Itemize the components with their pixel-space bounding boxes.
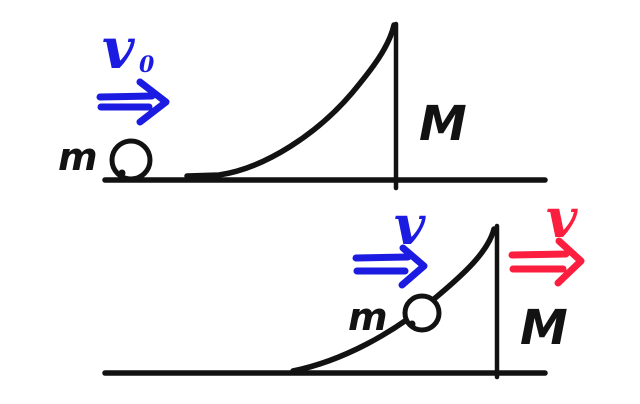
bottom-wedge-mass-label: M — [520, 300, 568, 356]
top-scene: m M v 0 — [58, 16, 548, 191]
top-initial-velocity-subscript: 0 — [139, 52, 155, 78]
bottom-ball-ink-blob — [408, 320, 416, 328]
bottom-ball-velocity-label: v — [394, 193, 426, 257]
top-wedge-mass-label: M — [419, 96, 467, 152]
initial-velocity-arrow-icon — [96, 78, 170, 126]
top-initial-velocity-label: v — [102, 16, 136, 82]
top-wedge-ramp-curve — [184, 22, 397, 179]
bottom-ball-mass-label: m — [348, 295, 388, 339]
top-ball — [109, 138, 153, 182]
wedge-velocity-arrow-icon — [508, 237, 585, 287]
top-ball-ink-blob — [118, 169, 126, 177]
bottom-scene: m M v v — [102, 186, 585, 380]
top-ball-mass-label: m — [58, 135, 98, 179]
ball-velocity-arrow-icon — [352, 244, 428, 289]
